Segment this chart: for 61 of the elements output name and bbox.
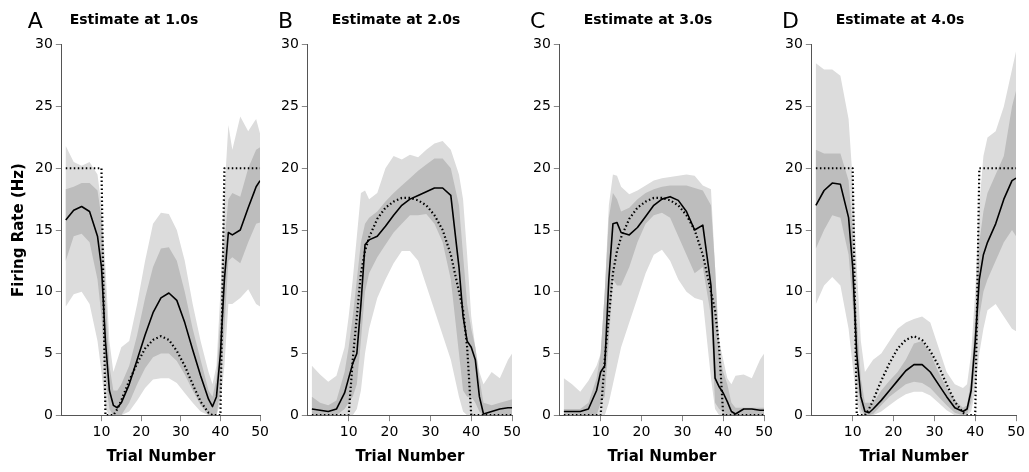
x-tick-label: 20 (632, 423, 651, 440)
x-tick-label: 50 (251, 423, 270, 440)
x-tick-label: 10 (92, 423, 111, 440)
x-tick-label: 10 (591, 423, 610, 440)
x-axis-title: Trial Number (106, 446, 216, 465)
x-tick-label: 30 (171, 423, 190, 440)
text: C (530, 8, 546, 33)
x-tick-label: 50 (755, 423, 774, 440)
y-tick-label: 0 (43, 405, 53, 422)
x-tick-label: 30 (673, 423, 692, 440)
y-tick-label: 0 (541, 405, 551, 422)
y-tick-label: 15 (280, 220, 299, 237)
x-tick-label: 30 (925, 423, 944, 440)
y-tick-label: 15 (34, 220, 53, 237)
x-tick-label: 40 (211, 423, 230, 440)
y-tick-label: 15 (532, 220, 551, 237)
chart-title: Estimate at 3.0s (583, 11, 713, 28)
x-tick-label: 50 (1007, 423, 1026, 440)
x-tick-label: 40 (714, 423, 733, 440)
y-tick-label: 20 (34, 158, 53, 175)
y-tick-label: 5 (541, 344, 551, 361)
x-tick-label: 40 (462, 423, 481, 440)
x-axis-title: Trial Number (355, 446, 465, 465)
x-tick-label: 20 (380, 423, 399, 440)
y-tick-label: 0 (793, 405, 803, 422)
x-tick-label: 50 (503, 423, 522, 440)
y-tick-label: 5 (793, 344, 803, 361)
y-tick-label: 10 (532, 282, 551, 299)
x-tick-label: 10 (339, 423, 358, 440)
y-tick-label: 10 (34, 282, 53, 299)
y-tick-label: 5 (289, 344, 299, 361)
x-axis-title: Trial Number (607, 446, 717, 465)
y-tick-label: 20 (784, 158, 803, 175)
y-tick-label: 15 (784, 220, 803, 237)
y-tick-label: 10 (784, 282, 803, 299)
x-tick-label: 10 (843, 423, 862, 440)
x-tick-label: 20 (132, 423, 151, 440)
y-tick-label: 10 (280, 282, 299, 299)
x-axis-title: Trial Number (859, 446, 969, 465)
y-tick-label: 20 (280, 158, 299, 175)
y-tick-label: 25 (34, 97, 53, 114)
y-axis-title: Firing Rate (Hz) (8, 163, 27, 297)
y-tick-label: 5 (43, 344, 53, 361)
y-tick-label: 30 (784, 35, 803, 52)
text: D (782, 8, 799, 33)
x-tick-label: 30 (421, 423, 440, 440)
y-tick-label: 25 (280, 97, 299, 114)
chart-title: Estimate at 2.0s (331, 11, 461, 28)
y-tick-label: 30 (532, 35, 551, 52)
y-tick-label: 0 (289, 405, 299, 422)
y-tick-label: 25 (784, 97, 803, 114)
y-tick-label: 20 (532, 158, 551, 175)
x-tick-label: 40 (966, 423, 985, 440)
y-tick-label: 30 (34, 35, 53, 52)
chart-title: Estimate at 1.0s (69, 11, 199, 28)
y-tick-label: 30 (280, 35, 299, 52)
text: B (278, 8, 294, 33)
y-tick-label: 25 (532, 97, 551, 114)
chart-title: Estimate at 4.0s (835, 11, 965, 28)
x-tick-label: 20 (884, 423, 903, 440)
text: A (27, 8, 43, 33)
